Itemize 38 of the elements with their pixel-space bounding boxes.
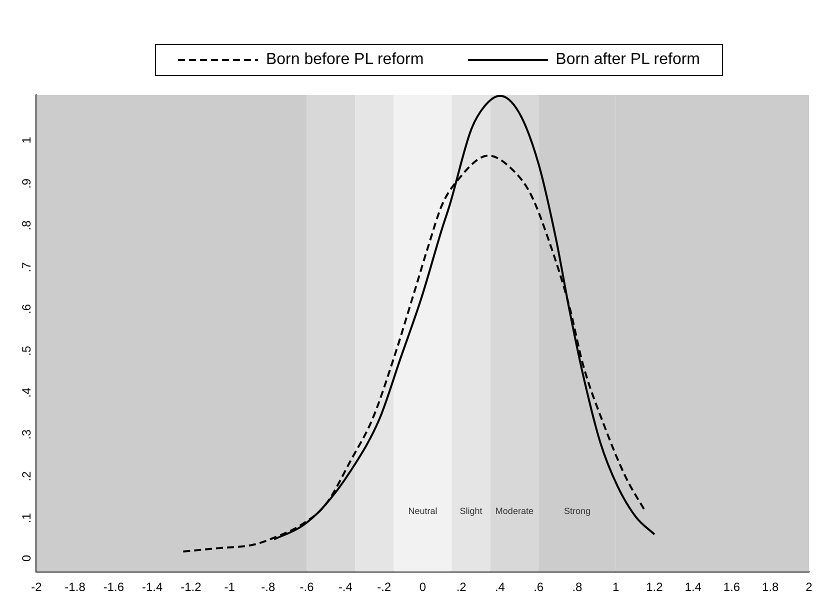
x-tick-label: 1.8 — [762, 580, 780, 594]
x-tick-label: -1.4 — [142, 580, 163, 594]
x-tick-label: .2 — [456, 580, 467, 594]
x-tick-label: 0 — [419, 580, 426, 594]
x-tick-label: .6 — [534, 580, 544, 594]
x-tick-label: -1 — [224, 580, 236, 594]
band-label: Slight — [460, 506, 483, 516]
legend-label: Born before PL reform — [266, 51, 424, 69]
y-tick-label: 1 — [20, 136, 34, 144]
y-tick-label: .7 — [20, 262, 34, 272]
band-label: Strong — [564, 506, 590, 516]
x-tick-label: -.8 — [261, 580, 276, 594]
y-tick-label: .5 — [20, 346, 34, 356]
y-tick-label: .2 — [20, 470, 34, 482]
band-label: Neutral — [408, 506, 438, 516]
x-tick-label: .4 — [494, 580, 506, 594]
x-tick-label: -.4 — [338, 580, 353, 594]
y-tick-label: .9 — [20, 178, 34, 189]
x-tick-label: 1.4 — [684, 580, 702, 594]
x-tick-label: 2 — [806, 580, 813, 594]
x-tick-label: -2 — [31, 580, 42, 594]
x-tick-label: -1.8 — [64, 580, 86, 594]
x-tick-label: -.2 — [377, 580, 392, 594]
y-tick-label: .6 — [20, 304, 34, 314]
x-tick-label: .8 — [572, 580, 583, 594]
x-tick-label: -1.6 — [103, 580, 124, 594]
legend-label: Born after PL reform — [556, 51, 700, 69]
y-tick-label: 0 — [20, 554, 34, 562]
band-label: Moderate — [495, 506, 534, 516]
x-tick-label: -.6 — [300, 580, 314, 594]
x-tick-label: -1.2 — [180, 580, 202, 594]
y-tick-label: .1 — [20, 512, 34, 524]
y-tick-label: .4 — [20, 387, 34, 398]
y-tick-label: .8 — [20, 220, 34, 230]
x-tick-label: 1.2 — [646, 580, 664, 594]
x-tick-label: 1.6 — [723, 580, 740, 594]
y-tick-label: .3 — [20, 429, 34, 440]
x-tick-label: 1 — [612, 580, 620, 594]
